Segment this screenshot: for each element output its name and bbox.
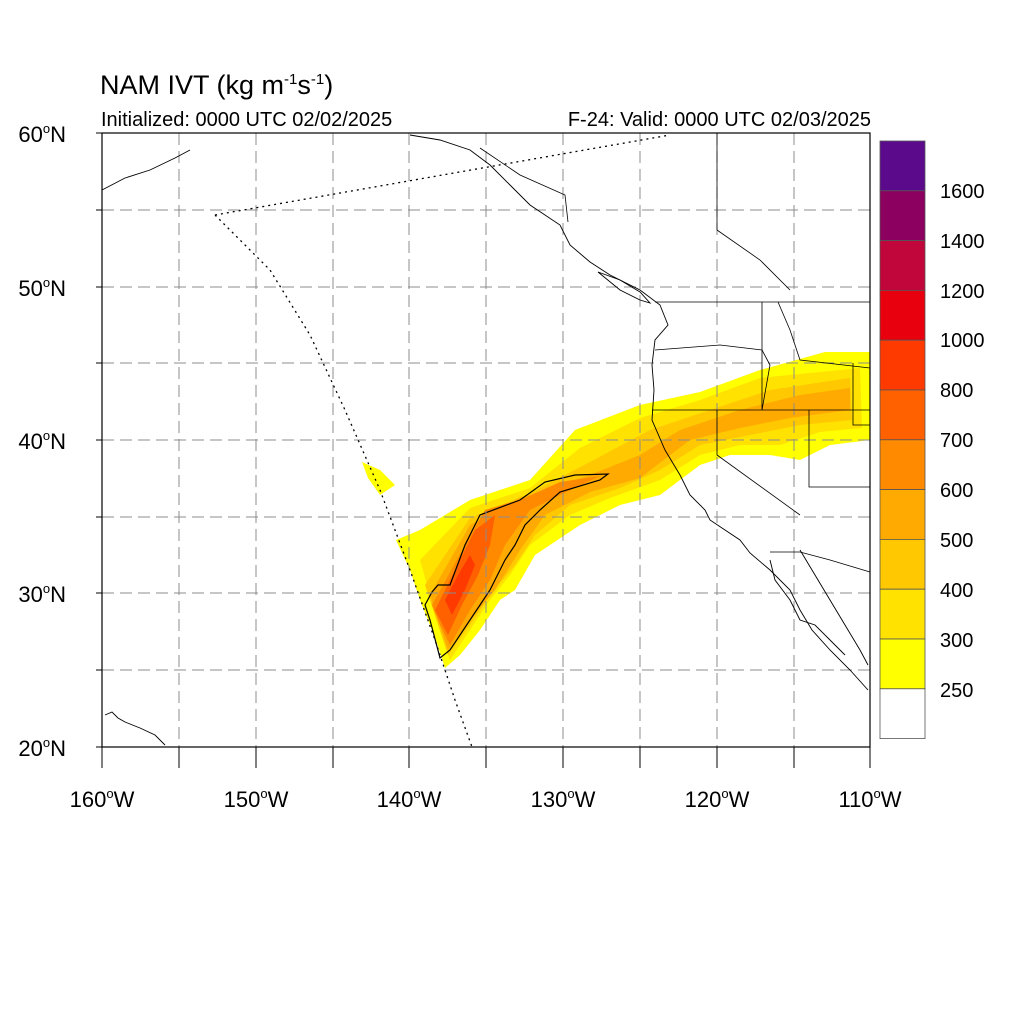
colorbar-box — [879, 439, 926, 490]
boundaries — [479, 133, 871, 573]
coastlines — [101, 134, 869, 746]
lon-label-130: 130oW — [530, 786, 596, 812]
colorbar-label-250: 250 — [940, 680, 974, 702]
ivt-250-patch — [362, 462, 395, 495]
colorbar-label-300: 300 — [940, 630, 974, 652]
id-border — [761, 301, 871, 410]
ivt-shading — [362, 352, 870, 668]
colorbar-box — [879, 289, 926, 341]
mexico-border — [770, 551, 871, 573]
valid-time-label: F-24: Valid: 0000 UTC 02/03/2025 — [567, 109, 871, 131]
domain-boundary — [214, 134, 671, 748]
colorbar-label-1600: 1600 — [940, 181, 985, 203]
lon-label-110: 110oW — [838, 786, 902, 812]
lat-label-30: 30oN — [18, 581, 66, 607]
colorbar-box — [879, 190, 926, 242]
gulf-california — [799, 549, 869, 666]
lon-ticks — [101, 747, 871, 768]
lon-label-120: 120oW — [684, 786, 750, 812]
ivt-contour-line — [424, 473, 610, 660]
colorbar-box — [879, 339, 926, 391]
ivt-600-region — [432, 476, 600, 645]
lat-ticks — [96, 132, 102, 748]
hawaii-islands — [104, 711, 166, 746]
colorbar-label-1200: 1200 — [940, 281, 985, 303]
lat-label-20: 20oN — [18, 735, 66, 761]
init-time-label: Initialized: 0000 UTC 02/02/2025 — [101, 109, 393, 131]
bc-yukon-border — [479, 147, 569, 223]
lon-label-150: 150oW — [223, 786, 289, 812]
lon-label-160: 160oW — [69, 786, 135, 812]
colorbar-label-500: 500 — [940, 530, 974, 552]
colorbar-label-1400: 1400 — [940, 231, 985, 253]
baja-coastline — [769, 559, 846, 656]
ivt-800-region — [445, 555, 475, 615]
ca-nv-border — [716, 410, 801, 516]
map-title: NAM IVT (kg m-1s-1) — [100, 70, 334, 100]
alaska-coast — [101, 149, 191, 191]
colorbar-box — [879, 638, 926, 690]
colorbar-label-700: 700 — [940, 430, 974, 452]
colorbar-label-600: 600 — [940, 480, 974, 502]
colorbar-label-400: 400 — [940, 580, 974, 602]
colorbar-box — [879, 140, 926, 192]
colorbar — [879, 140, 926, 739]
vancouver-island — [597, 271, 652, 304]
colorbar-box — [879, 489, 926, 540]
colorbar-box — [879, 240, 926, 291]
colorbar-box — [879, 389, 926, 441]
lon-label-140: 140oW — [376, 786, 442, 812]
colorbar-label-800: 800 — [940, 380, 974, 402]
colorbar-box — [879, 588, 926, 640]
lat-label-50: 50oN — [18, 275, 66, 301]
colorbar-label-1000: 1000 — [940, 330, 985, 352]
lat-label-60: 60oN — [18, 121, 66, 147]
north-america-coastline — [409, 134, 869, 691]
ivt-300-region — [420, 368, 862, 660]
nv-ut-border — [808, 410, 870, 488]
colorbar-box — [879, 688, 926, 739]
grid-lines — [102, 133, 870, 747]
canada-interior — [716, 229, 791, 291]
lat-label-40: 40oN — [18, 428, 66, 454]
colorbar-box — [879, 539, 926, 590]
mt-wy-border — [852, 363, 870, 426]
